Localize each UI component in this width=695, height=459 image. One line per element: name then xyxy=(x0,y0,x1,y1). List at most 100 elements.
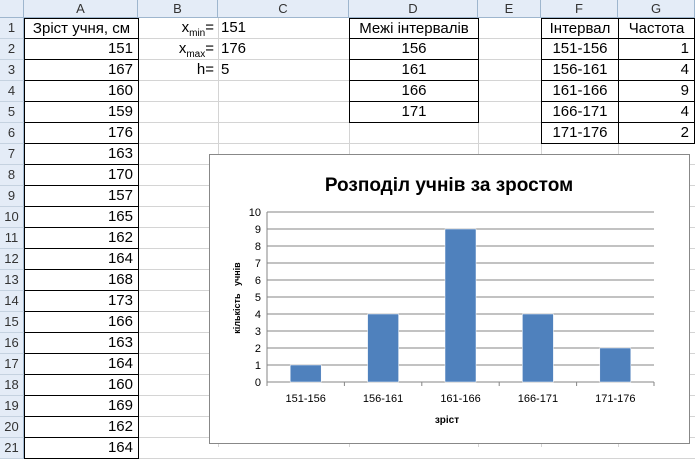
xmin-label-sub: min xyxy=(189,28,206,39)
chart-bar-156-161[interactable] xyxy=(367,313,399,383)
cell-a7-height[interactable]: 163 xyxy=(24,144,139,165)
cell-a12-height[interactable]: 164 xyxy=(24,249,139,270)
xmax-label-eq: = xyxy=(205,40,214,57)
cell-g2-count[interactable]: 1 xyxy=(618,39,695,60)
cell-f6-interval[interactable]: 171-176 xyxy=(541,123,619,144)
xmax-label-main: x xyxy=(178,40,187,57)
chart-y-tick-label: 0 xyxy=(255,377,261,389)
cell-g4-count[interactable]: 9 xyxy=(618,81,695,102)
row-header-12[interactable]: 12 xyxy=(0,249,24,270)
row-header-16[interactable]: 16 xyxy=(0,333,24,354)
chart-x-tick-label: 156-161 xyxy=(363,393,403,405)
row-header-7[interactable]: 7 xyxy=(0,144,24,165)
row-header-17[interactable]: 17 xyxy=(0,354,24,375)
cell-a21-height[interactable]: 164 xyxy=(24,438,139,459)
column-header-d[interactable]: D xyxy=(349,0,478,18)
cell-f1-interval-header[interactable]: Інтервал xyxy=(541,18,619,39)
xmin-label-eq: = xyxy=(205,19,214,36)
cell-a3-height[interactable]: 167 xyxy=(24,60,139,81)
cell-a4-height[interactable]: 160 xyxy=(24,81,139,102)
cell-b1-xmin-label[interactable]: xmin= xyxy=(138,18,218,39)
row-header-9[interactable]: 9 xyxy=(0,186,24,207)
select-all-corner[interactable] xyxy=(0,0,24,18)
cell-d2-bound[interactable]: 156 xyxy=(349,39,479,60)
chart-bar-171-176[interactable] xyxy=(599,347,632,383)
row-header-6[interactable]: 6 xyxy=(0,123,24,144)
chart-x-tick-label: 166-171 xyxy=(518,393,558,405)
cell-d3-bound[interactable]: 161 xyxy=(349,60,479,81)
xmin-label-main: x xyxy=(181,19,190,36)
chart-y-axis-label: кількість учнів xyxy=(232,262,242,334)
row-header-8[interactable]: 8 xyxy=(0,165,24,186)
row-header-20[interactable]: 20 xyxy=(0,417,24,438)
row-header-2[interactable]: 2 xyxy=(0,39,24,60)
row-header-13[interactable]: 13 xyxy=(0,270,24,291)
row-header-18[interactable]: 18 xyxy=(0,375,24,396)
cell-a17-height[interactable]: 164 xyxy=(24,354,139,375)
chart-y-tick-label: 2 xyxy=(255,343,261,355)
cell-a19-height[interactable]: 169 xyxy=(24,396,139,417)
chart-title: Розподіл учнів за зростом xyxy=(325,175,573,196)
column-header-a[interactable]: A xyxy=(24,0,138,18)
cell-a11-height[interactable]: 162 xyxy=(24,228,139,249)
chart-bar-161-166[interactable] xyxy=(444,228,477,383)
row-header-10[interactable]: 10 xyxy=(0,207,24,228)
cell-a1-header[interactable]: Зріст учня, см xyxy=(24,18,139,39)
row-header-15[interactable]: 15 xyxy=(0,312,24,333)
row-header-11[interactable]: 11 xyxy=(0,228,24,249)
chart-svg: Розподіл учнів за зростом зріст кількіст… xyxy=(232,175,655,426)
cell-a16-height[interactable]: 163 xyxy=(24,333,139,354)
cell-b2-xmax-label[interactable]: xmax= xyxy=(138,39,218,60)
row-header-21[interactable]: 21 xyxy=(0,438,24,459)
chart-y-tick-label: 9 xyxy=(255,224,261,236)
cell-d4-bound[interactable]: 166 xyxy=(349,81,479,102)
cell-a5-height[interactable]: 159 xyxy=(24,102,139,123)
cell-f5-interval[interactable]: 166-171 xyxy=(541,102,619,123)
cell-f3-interval[interactable]: 156-161 xyxy=(541,60,619,81)
cell-a15-height[interactable]: 166 xyxy=(24,312,139,333)
chart-y-tick-label: 10 xyxy=(249,207,261,219)
column-header-b[interactable]: B xyxy=(138,0,218,18)
row-header-19[interactable]: 19 xyxy=(0,396,24,417)
cell-a10-height[interactable]: 165 xyxy=(24,207,139,228)
cell-f4-interval[interactable]: 161-166 xyxy=(541,81,619,102)
cell-f2-interval[interactable]: 151-156 xyxy=(541,39,619,60)
column-header-f[interactable]: F xyxy=(541,0,618,18)
cell-b3-h-label[interactable]: h= xyxy=(196,61,214,78)
cell-g6-count[interactable]: 2 xyxy=(618,123,695,144)
chart-x-tick-label: 161-166 xyxy=(440,393,480,405)
cell-g5-count[interactable]: 4 xyxy=(618,102,695,123)
row-header-14[interactable]: 14 xyxy=(0,291,24,312)
chart-y-tick-label: 7 xyxy=(255,258,261,270)
chart-x-tick-label: 171-176 xyxy=(595,393,635,405)
column-header-e[interactable]: E xyxy=(478,0,541,18)
cell-a13-height[interactable]: 168 xyxy=(24,270,139,291)
cell-c2-xmax-value[interactable]: 176 xyxy=(221,40,247,57)
column-header-c[interactable]: C xyxy=(218,0,349,18)
cell-a9-height[interactable]: 157 xyxy=(24,186,139,207)
chart-x-tick-label: 151-156 xyxy=(286,393,326,405)
cell-a18-height[interactable]: 160 xyxy=(24,375,139,396)
cell-c3-h-value[interactable]: 5 xyxy=(221,61,230,78)
row-header-4[interactable]: 4 xyxy=(0,81,24,102)
chart-y-tick-label: 5 xyxy=(255,292,261,304)
row-header-1[interactable]: 1 xyxy=(0,18,24,39)
cell-c1-xmin-value[interactable]: 151 xyxy=(221,19,247,36)
histogram-chart[interactable]: Розподіл учнів за зростом зріст кількіст… xyxy=(209,154,690,444)
cell-a8-height[interactable]: 170 xyxy=(24,165,139,186)
cell-a6-height[interactable]: 176 xyxy=(24,123,139,144)
column-header-g[interactable]: G xyxy=(618,0,695,18)
cell-a14-height[interactable]: 173 xyxy=(24,291,139,312)
row-header-3[interactable]: 3 xyxy=(0,60,24,81)
chart-bar-151-156[interactable] xyxy=(289,364,322,383)
chart-y-tick-label: 8 xyxy=(255,241,261,253)
cell-d5-bound[interactable]: 171 xyxy=(349,102,479,123)
cell-g1-count-header[interactable]: Частота xyxy=(618,18,695,39)
chart-x-axis-label: зріст xyxy=(435,415,459,426)
cell-a20-height[interactable]: 162 xyxy=(24,417,139,438)
chart-bar-166-171[interactable] xyxy=(522,313,554,383)
row-header-5[interactable]: 5 xyxy=(0,102,24,123)
cell-d1-bounds-header[interactable]: Межі інтервалів xyxy=(349,18,479,39)
cell-g3-count[interactable]: 4 xyxy=(618,60,695,81)
cell-a2-height[interactable]: 151 xyxy=(24,39,139,60)
